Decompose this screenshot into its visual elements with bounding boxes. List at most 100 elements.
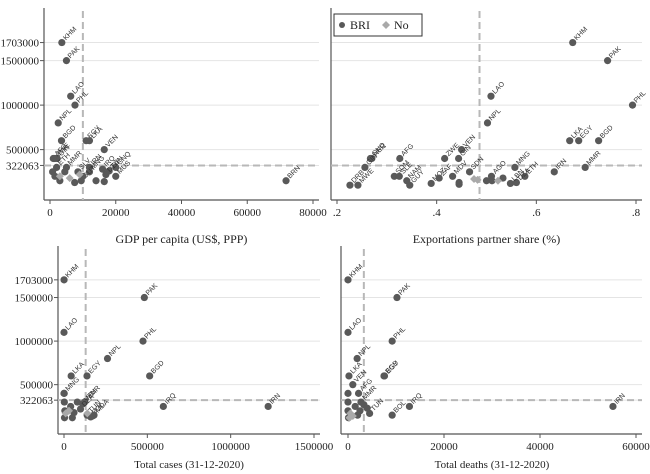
data-point-bri [390,172,398,180]
x-tick-label: 0 [345,441,351,453]
data-point-bri [569,38,577,47]
data-point-no [473,175,482,184]
data-point-bri [395,172,403,180]
legend-no-label: No [394,18,409,32]
x-tick-label: 500000 [131,441,165,453]
data-point-bri [454,154,463,163]
data-point-label: BGD [150,360,166,376]
data-point-bri [112,163,120,172]
data-point-no [83,409,92,418]
data-point-label: NPL [108,343,123,358]
data-point-label: VEN [105,134,120,149]
x-tick-label: 60000 [622,441,650,453]
data-point-bri [264,402,272,411]
data-point-label: KHM [573,26,589,42]
data-point-label: IRQ [164,392,178,406]
y-tick-label: 1500000 [1,56,40,68]
data-point-bri [159,402,167,411]
data-point-bri [88,412,96,420]
data-point-bri [60,328,68,336]
panel-export-partner-share: .2 .4 .6 .8 Exportations partner share (%) KH… [330,8,648,246]
data-point-bri [581,163,589,172]
data-point-bri [85,137,94,145]
data-point-bri [393,293,401,302]
data-point-bri [506,179,515,188]
data-point-bri [49,154,57,163]
data-point-bri [363,404,371,412]
data-point-bri [99,165,107,173]
data-point-label: MMR [586,150,603,167]
data-point-label: IRN [555,158,568,171]
data-point-bri [85,168,94,176]
data-point-label: IRN [613,392,626,405]
y-tick-label: 322063 [6,160,40,172]
data-point-bri [346,181,354,189]
legend-bri-marker-icon [339,22,345,28]
data-point-label: LKA [90,126,105,141]
x-tick-label: 40000 [526,441,554,453]
data-point-bri [368,154,376,163]
y-tick-label: 1000000 [15,336,54,348]
data-point-bri [68,414,76,422]
data-point-bri [499,174,507,182]
data-point-bri [83,372,91,380]
x-tick-label: 1500000 [295,441,334,453]
data-point-label: PAK [67,45,82,60]
data-point-no [75,170,84,179]
data-point-bri [483,119,492,127]
data-point-bri [51,172,59,180]
data-point-bri [58,38,66,47]
data-point-bri [54,119,62,127]
data-point-label: NPL [488,108,503,123]
data-point-bri [140,293,148,302]
y-tick-label: 1703000 [1,38,40,50]
data-point-bri [71,178,79,187]
data-point-bri [102,170,110,179]
data-point-bri [388,411,396,419]
data-point-bri [427,179,435,188]
x-axis-title: Total cases (31-12-2020) [134,459,244,471]
data-point-bri [487,92,495,100]
legend-no-marker-icon [382,21,390,29]
data-point-bri [73,398,81,406]
data-point-bri [575,137,583,145]
data-point-bri [67,372,75,380]
data-point-no [55,172,64,181]
data-point-bri [511,163,519,172]
data-point-label: PHL [393,326,408,341]
data-point-label: KHM [348,263,364,279]
data-point-bri [380,372,388,380]
y-tick-label: 1500000 [15,293,54,305]
data-point-label: PAK [608,45,623,60]
data-point-label: NPL [59,108,74,123]
data-point-label: LKA [72,361,87,376]
data-point-bri [76,405,85,413]
data-point-no [493,176,502,185]
data-point-bri [354,181,362,189]
data-point-bri [396,154,404,163]
legend-box [333,13,423,37]
y-tick-label: 500000 [6,145,40,157]
data-point-label: LAO [491,80,506,95]
data-point-bri [388,337,396,345]
x-tick-label: .6 [532,207,541,219]
data-point-bri [344,398,352,406]
data-point-bri [71,101,79,109]
y-tick-label: 1703000 [15,275,54,287]
data-point-label: IRN [269,392,282,405]
panel-total-cases: 1703000 1500000 1000000 500000 322063 0 500000… [15,246,334,471]
data-point-bri [351,402,359,411]
panel-total-deaths: 0 20000 40000 60000 Total deaths (31-12-2020… [340,246,650,471]
data-point-label: EGY [579,124,595,140]
x-tick-label: 1000000 [211,441,250,453]
data-point-bri [60,389,68,397]
data-point-no [345,413,354,422]
data-point-bri [449,172,457,180]
x-axis-title: GDP per capita (US$, PPP) [116,232,248,246]
x-tick-label: 60000 [234,207,262,219]
data-point-label: BGD [384,360,400,376]
data-point-bri [60,398,68,406]
data-point-label: AGO [492,159,508,175]
data-point-bri [344,276,352,284]
